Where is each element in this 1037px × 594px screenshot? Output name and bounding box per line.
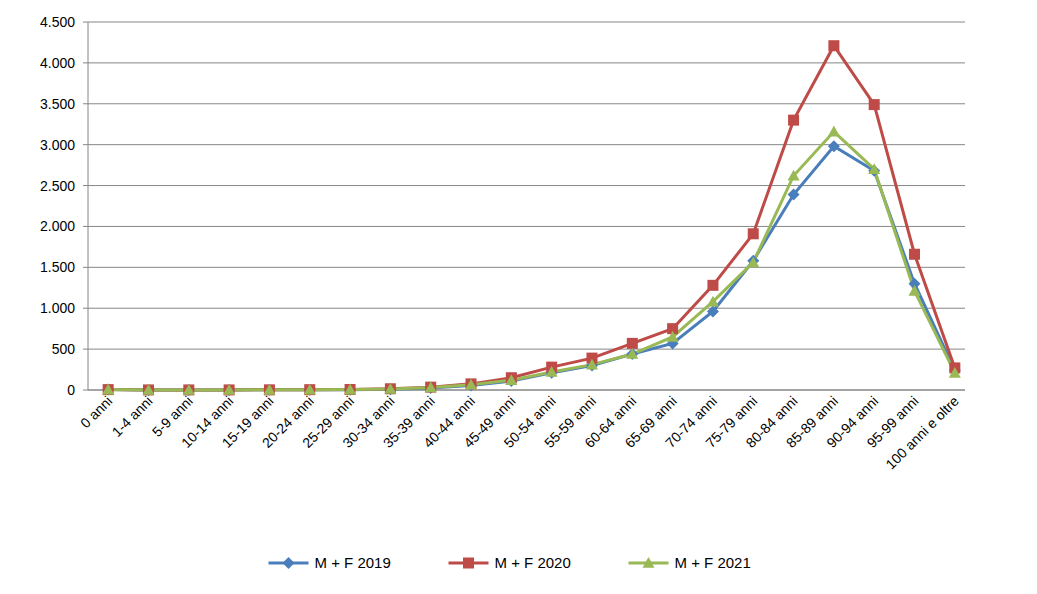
tick-mark xyxy=(83,144,88,145)
marker xyxy=(263,384,275,395)
marker xyxy=(465,379,477,390)
marker xyxy=(546,366,558,377)
marker xyxy=(586,359,598,370)
legend-marker xyxy=(283,557,295,569)
marker xyxy=(707,296,719,307)
marker xyxy=(102,384,114,395)
legend-marker xyxy=(643,557,655,568)
marker xyxy=(344,384,356,396)
marker xyxy=(627,338,638,349)
marker xyxy=(183,384,194,395)
marker xyxy=(667,331,679,342)
marker xyxy=(425,382,437,393)
marker xyxy=(344,384,356,395)
marker xyxy=(626,348,638,359)
x-tick-label: 100 anni e oltre xyxy=(882,393,962,473)
x-tick-label: 1-4 anni xyxy=(109,393,156,440)
x-tick-label: 0 anni xyxy=(77,393,115,431)
legend-label: M + F 2020 xyxy=(495,554,571,571)
tick-mark xyxy=(83,185,88,186)
marker xyxy=(143,384,154,395)
marker xyxy=(385,383,396,394)
tick-mark xyxy=(83,226,88,227)
y-tick-label: 1.500 xyxy=(40,259,75,275)
marker xyxy=(263,384,275,396)
y-tick-label: 4.500 xyxy=(40,14,75,30)
marker xyxy=(828,40,839,51)
series-line xyxy=(108,146,955,390)
series-line xyxy=(108,46,955,390)
marker xyxy=(748,228,759,239)
marker xyxy=(747,255,759,267)
grid-line xyxy=(88,226,965,227)
grid-line xyxy=(88,103,965,104)
marker xyxy=(909,249,920,260)
marker xyxy=(868,163,880,174)
y-axis xyxy=(88,22,89,390)
marker xyxy=(224,384,235,395)
marker xyxy=(102,384,114,396)
plot-area xyxy=(102,40,961,396)
tick-mark xyxy=(83,62,88,63)
tick-mark xyxy=(83,308,88,309)
y-tick-label: 4.000 xyxy=(40,55,75,71)
tick-mark xyxy=(83,103,88,104)
marker xyxy=(949,367,961,378)
marker xyxy=(304,384,316,395)
marker xyxy=(869,99,880,110)
marker xyxy=(304,384,315,395)
grid-line xyxy=(88,62,965,63)
grid-line xyxy=(88,349,965,350)
marker xyxy=(345,384,356,395)
marker xyxy=(707,280,718,291)
marker xyxy=(183,384,195,395)
y-tick-label: 3.500 xyxy=(40,96,75,112)
chart: 0 500 1.000 1.500 2.000 2.500 3.000 3.500 4.000 4… xyxy=(0,0,1037,594)
legend-marker xyxy=(463,558,474,569)
marker xyxy=(828,126,840,137)
marker xyxy=(788,170,800,181)
marker xyxy=(505,374,517,385)
marker xyxy=(304,384,316,396)
marker xyxy=(384,383,396,394)
grid-line xyxy=(88,22,965,23)
marker xyxy=(425,382,437,394)
y-tick-label: 500 xyxy=(52,341,76,357)
marker xyxy=(828,140,840,152)
marker xyxy=(425,382,436,393)
marker xyxy=(707,305,719,317)
legend-label: M + F 2019 xyxy=(315,554,391,571)
marker xyxy=(384,383,396,395)
marker xyxy=(747,256,759,267)
marker xyxy=(142,384,154,395)
grid-line xyxy=(88,185,965,186)
grid-line xyxy=(88,308,965,309)
tick-mark xyxy=(83,22,88,23)
marker xyxy=(466,378,477,389)
marker xyxy=(788,115,799,126)
marker xyxy=(142,384,154,396)
series-line xyxy=(108,132,955,390)
marker xyxy=(223,384,235,395)
y-tick-label: 1.000 xyxy=(40,300,75,316)
marker xyxy=(264,384,275,395)
tick-mark xyxy=(83,267,88,268)
tick-mark xyxy=(83,349,88,350)
tick-mark xyxy=(83,390,88,391)
y-tick-label: 3.000 xyxy=(40,137,75,153)
marker xyxy=(103,384,114,395)
marker xyxy=(909,285,921,296)
marker xyxy=(788,189,800,201)
y-tick-label: 2.500 xyxy=(40,178,75,194)
grid-line xyxy=(88,267,965,268)
marker xyxy=(626,348,638,360)
marker xyxy=(223,384,235,396)
marker xyxy=(183,384,195,396)
legend-label: M + F 2021 xyxy=(675,554,751,571)
legend: M + F 2019 M + F 2020 M + F 2021 xyxy=(269,554,751,571)
y-tick-label: 0 xyxy=(67,382,75,398)
y-tick-label: 2.000 xyxy=(40,218,75,234)
